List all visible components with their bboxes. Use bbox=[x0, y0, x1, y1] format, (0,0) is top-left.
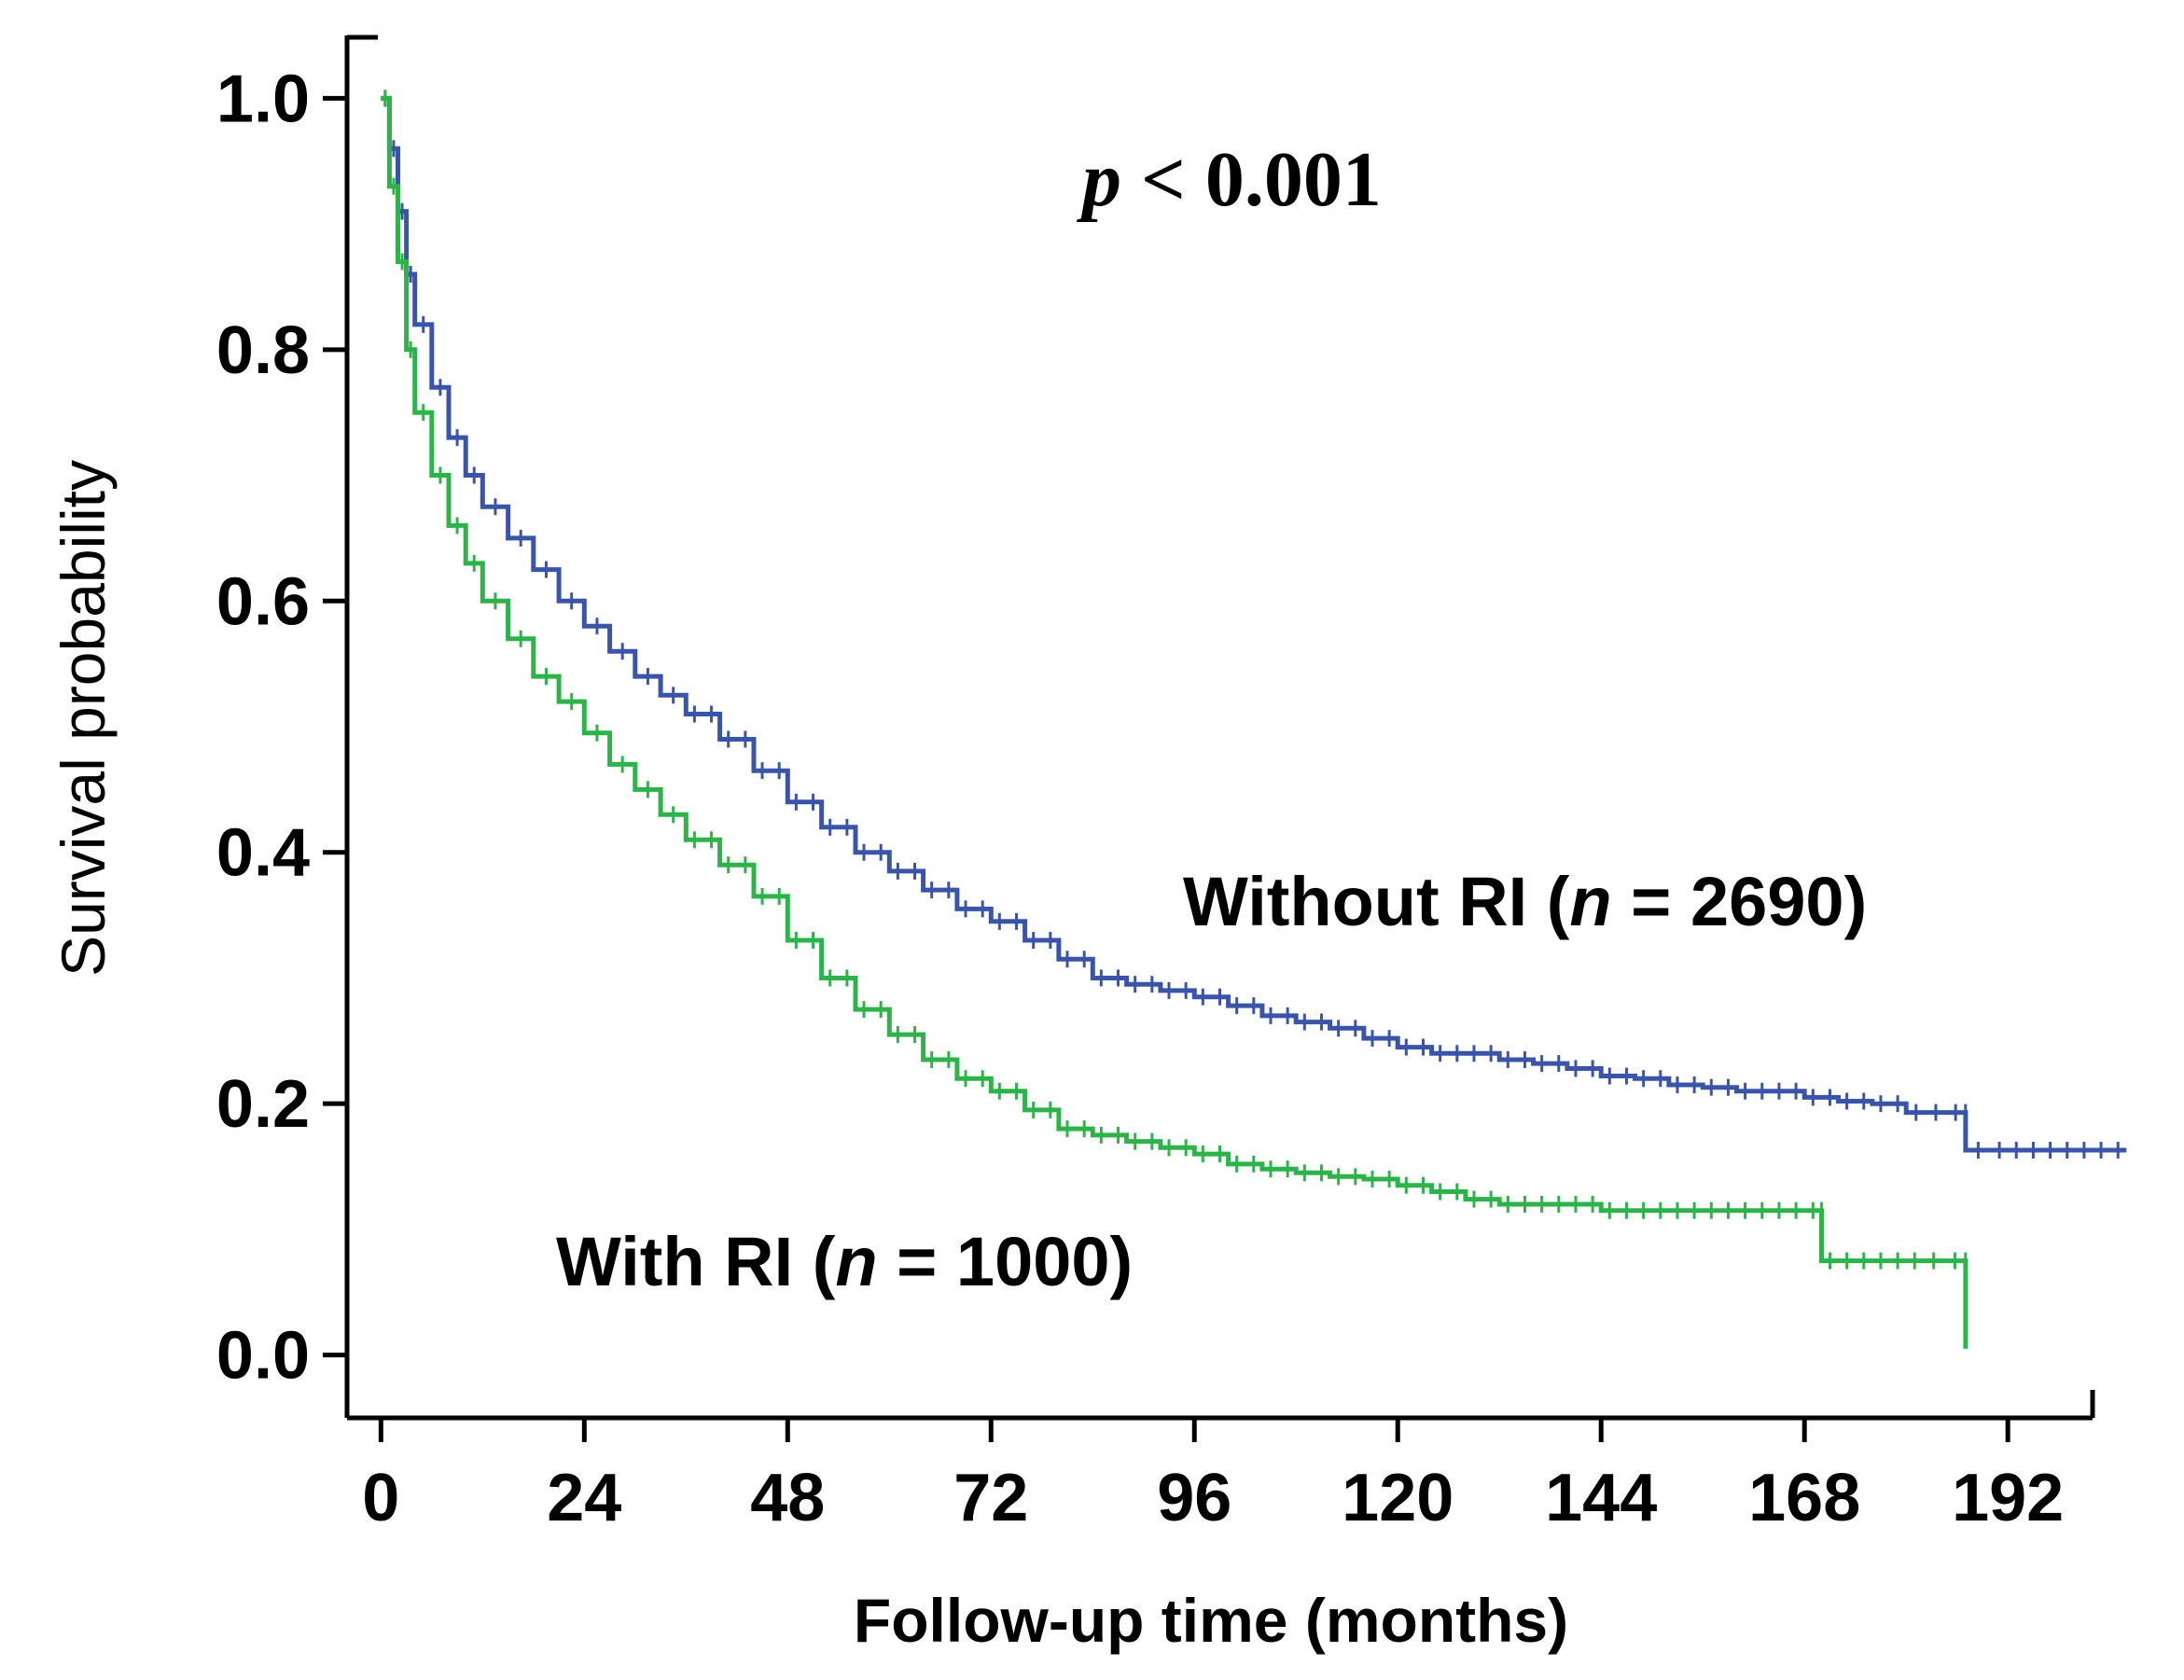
series-label-without-ri-n: n bbox=[1569, 863, 1611, 940]
x-tick-label: 48 bbox=[750, 1461, 825, 1535]
p-value-symbol: p bbox=[1077, 136, 1121, 223]
series-label-with-ri-suffix: = 1000) bbox=[878, 1223, 1134, 1300]
series-label-without-ri-prefix: Without RI ( bbox=[1183, 863, 1570, 940]
series-label-without-ri-suffix: = 2690) bbox=[1612, 863, 1868, 940]
y-tick-label: 0.0 bbox=[216, 1319, 310, 1394]
series-line-without-ri bbox=[381, 95, 2127, 1153]
y-axis-title: Survival probability bbox=[49, 460, 118, 977]
x-tick-label: 24 bbox=[547, 1461, 621, 1535]
y-tick-label: 0.2 bbox=[216, 1067, 310, 1142]
tick-layer: 0 24 48 72 96 120 144 168 192 0.0 0.2 0.4 0.6 0.8 1.0 bbox=[216, 62, 2064, 1535]
series-line-with-ri bbox=[381, 95, 1968, 1349]
censor-marks-without-ri bbox=[383, 90, 2120, 1159]
p-value-text: < 0.001 bbox=[1121, 136, 1382, 223]
series-layer bbox=[381, 90, 2127, 1349]
x-tick-label: 168 bbox=[1748, 1461, 1860, 1535]
series-label-with-ri: With RI (n = 1000) bbox=[556, 1223, 1133, 1300]
x-tick-label: 96 bbox=[1157, 1461, 1231, 1535]
censor-marks-with-ri bbox=[383, 90, 1968, 1270]
x-tick-label: 192 bbox=[1952, 1461, 2064, 1535]
series-label-with-ri-prefix: With RI ( bbox=[556, 1223, 836, 1300]
y-tick-label: 1.0 bbox=[216, 62, 310, 136]
y-tick-label: 0.4 bbox=[216, 816, 310, 891]
y-tick-label: 0.8 bbox=[216, 313, 310, 388]
x-axis-title: Follow-up time (months) bbox=[854, 1586, 1568, 1655]
x-tick-label: 0 bbox=[362, 1461, 399, 1535]
x-tick-label: 144 bbox=[1545, 1461, 1657, 1535]
x-tick-label: 72 bbox=[953, 1461, 1028, 1535]
series-label-with-ri-n: n bbox=[835, 1223, 877, 1300]
x-tick-label: 120 bbox=[1342, 1461, 1454, 1535]
y-tick-label: 0.6 bbox=[216, 564, 310, 639]
series-label-without-ri: Without RI (n = 2690) bbox=[1183, 863, 1867, 940]
p-value-annotation: p < 0.001 bbox=[1077, 136, 1382, 223]
